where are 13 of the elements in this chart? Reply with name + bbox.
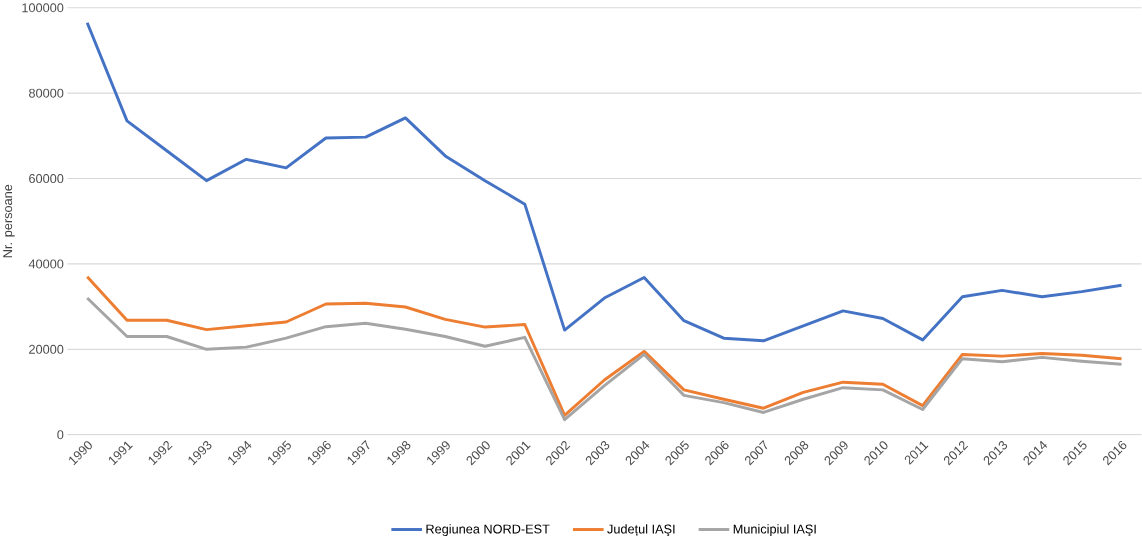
line-series <box>85 275 1124 418</box>
legend-label: Municipiul IAŞI <box>733 524 816 537</box>
y-tick-label: 100000 <box>22 3 64 13</box>
legend-label: Regiunea NORD-EST <box>426 524 550 537</box>
y-tick-label: 40000 <box>28 259 64 269</box>
y-tick-label: 0 <box>57 430 64 440</box>
legend-label: Județul IAŞI <box>607 524 675 537</box>
line-series <box>85 21 1124 343</box>
y-tick-label: 60000 <box>29 174 64 184</box>
y-axis-title: Nr. persoane <box>3 184 15 258</box>
line-series <box>85 296 1124 422</box>
y-tick-label: 80000 <box>29 88 64 98</box>
y-tick-label: 20000 <box>29 344 64 354</box>
